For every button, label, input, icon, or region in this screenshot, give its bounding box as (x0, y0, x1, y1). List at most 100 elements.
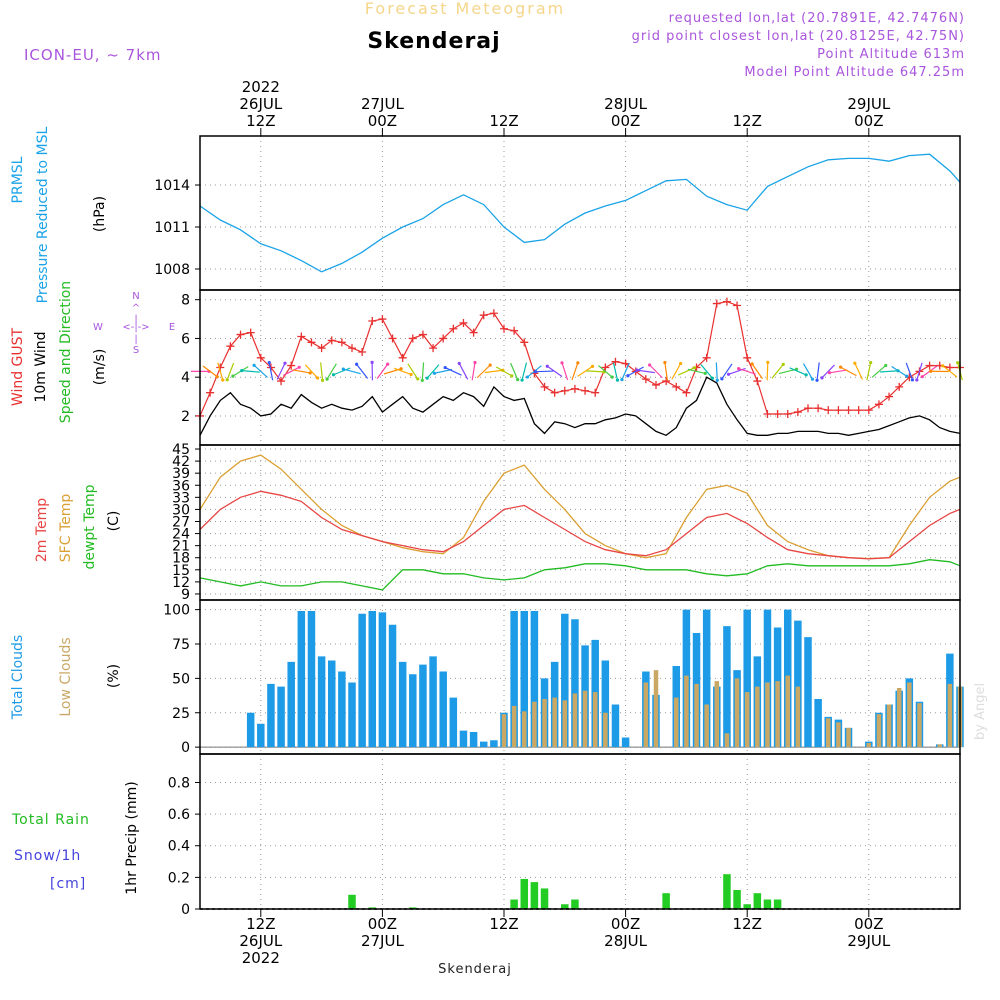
total-clouds-bar (307, 611, 316, 748)
gust-marker (773, 410, 782, 418)
total-clouds-bar (378, 612, 387, 748)
y-tick-label: 0.2 (168, 870, 190, 886)
low-clouds-bar (785, 675, 790, 748)
wind-direction-arrow (677, 367, 695, 376)
bottom-time-label: 2022 (242, 949, 280, 967)
wind-direction-arrowhead (703, 371, 707, 375)
wind-direction-arrowhead (804, 373, 808, 377)
wind-direction-arrow (444, 367, 462, 376)
wind-direction-arrow (202, 365, 218, 378)
wind-direction-arrowhead (370, 360, 374, 364)
grid-point-coords: grid point closest lon,lat (20.8125E, 42… (632, 29, 965, 44)
panel-4: 0 0.2 0.4 0.6 0.8 (168, 753, 961, 918)
wind-direction-arrow (627, 366, 644, 377)
pressure-line (199, 153, 961, 273)
wind-direction-arrow (394, 367, 412, 376)
low-clouds-bar (501, 714, 507, 748)
pressure-unit: (hPa) (92, 196, 108, 232)
snow-label: Snow/1h (14, 848, 81, 864)
wind-direction-arrowhead (545, 364, 549, 368)
svg-text:S: S (133, 345, 139, 356)
wind-direction-arrowhead (560, 361, 564, 365)
total-clouds-bar (794, 620, 802, 748)
gust-marker (327, 336, 336, 345)
wind-direction-arrowhead (331, 373, 336, 377)
wind-direction-arrow (840, 366, 857, 377)
wind-direction-arrow (816, 362, 820, 381)
y-tick-label: 9 (181, 587, 190, 603)
wind-direction-arrow (721, 363, 733, 380)
bottom-time-label: 12Z (246, 915, 275, 933)
low-clouds-bar (562, 700, 568, 748)
wind-direction-arrowhead (750, 362, 754, 366)
wind-direction-arrow (905, 362, 913, 381)
wind-direction-arrowhead (820, 376, 824, 380)
wind-direction-arrowhead (615, 378, 620, 382)
gust-marker (479, 311, 488, 320)
y-tick-label: 0.6 (168, 807, 190, 823)
y-tick-label: 1014 (154, 178, 190, 194)
wind-direction-arrow (871, 365, 887, 378)
gust-marker (297, 332, 306, 341)
gust-marker (652, 380, 660, 389)
wind-direction-arrow (434, 368, 453, 374)
top-time-label: 2022 (242, 78, 280, 96)
wind-direction-arrow (802, 363, 814, 380)
gust-marker (702, 353, 711, 362)
gust-marker (500, 324, 508, 333)
gust-marker (540, 382, 549, 391)
rain-bar (510, 899, 518, 909)
wind-direction-arrowhead (710, 376, 715, 380)
svg-text:^: ^ (132, 303, 140, 314)
low-clouds-bar (684, 675, 689, 748)
wind-direction-arrow (715, 362, 718, 381)
wind-direction-arrow (304, 364, 319, 379)
top-time-label: 00Z (611, 112, 640, 130)
point-altitude: Point Altitude 613m (817, 47, 965, 62)
wind-direction-arrowhead (443, 365, 447, 370)
total-clouds-bar (449, 697, 458, 748)
top-time-label: 12Z (733, 112, 762, 130)
snow-unit-label: [cm] (50, 876, 86, 892)
rain-bar (368, 907, 377, 909)
temp2m-label: 2m Temp (34, 498, 50, 562)
gust-marker (621, 359, 630, 368)
svg-text:<-|->: <-|-> (122, 322, 149, 333)
cloud-unit: (%) (106, 664, 122, 688)
rain-bar (733, 890, 741, 909)
temp2m-line (199, 490, 961, 560)
wind-direction-arrowhead (869, 360, 873, 365)
wind-direction-arrow (649, 364, 663, 379)
wind-direction-arrow (880, 370, 899, 373)
wind-direction-arrowhead (910, 378, 915, 382)
panel-3: 0 25 50 75 100 (163, 599, 964, 756)
wind-direction-arrowhead (409, 372, 413, 377)
bottom-time-label: 26JUL (239, 932, 282, 950)
gust-marker (662, 377, 671, 386)
wind-direction-arrow (766, 362, 769, 381)
wind-direction-arrowhead (297, 365, 301, 369)
total-clouds-bar (327, 660, 336, 748)
wind-direction-arrowhead (726, 372, 731, 376)
gust-marker (510, 326, 519, 335)
gust-marker (844, 406, 853, 415)
total-clouds-bar (246, 712, 255, 748)
gust-marker (398, 353, 407, 362)
wind-direction-arrowhead (810, 377, 815, 381)
wind-direction-arrowhead (308, 371, 312, 375)
wind-direction-arrow (866, 362, 872, 381)
temp-unit: (C) (106, 511, 122, 532)
low-clouds-bar (532, 701, 537, 748)
wind-direction-arrow (421, 362, 425, 381)
wind-direction-arrowhead (425, 376, 429, 380)
rain-bar (743, 904, 751, 909)
wind-direction-arrow (546, 365, 563, 378)
wind-direction-arrowhead (225, 378, 229, 382)
wind-direction-arrow (356, 363, 369, 379)
gust-marker (287, 361, 296, 370)
pressure-title-1: PRMSL (10, 156, 26, 203)
wind-direction-arrow (771, 364, 784, 379)
low-clouds-label: Low Clouds (58, 637, 74, 716)
wind-direction-arrowhead (399, 367, 403, 371)
y-tick-label: 21 (172, 539, 190, 555)
